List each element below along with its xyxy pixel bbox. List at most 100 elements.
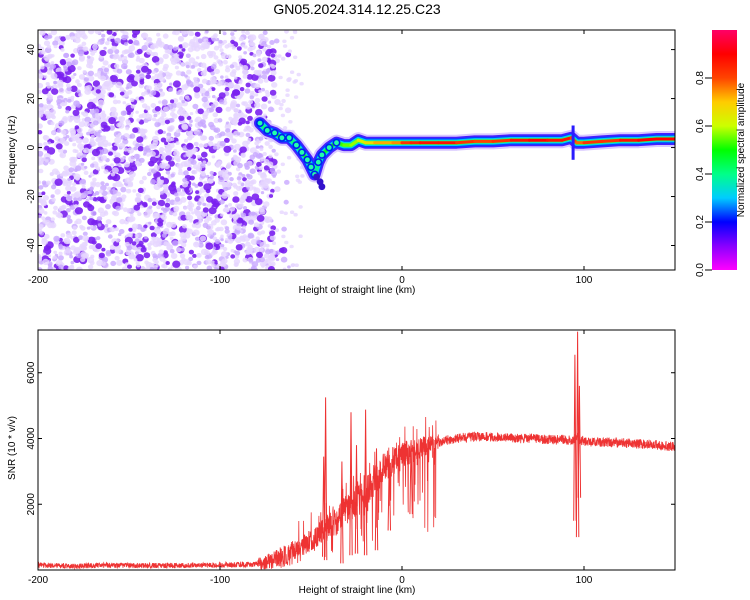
noise-speckle [250, 66, 255, 71]
noise-speckle [192, 41, 200, 48]
noise-speckle [214, 239, 221, 245]
noise-speckle [292, 80, 297, 84]
noise-speckle [233, 84, 241, 91]
noise-speckle [83, 170, 89, 175]
noise-speckle [157, 199, 166, 207]
noise-speckle [136, 118, 141, 122]
noise-speckle [188, 57, 196, 64]
noise-speckle [220, 251, 228, 258]
noise-speckle [127, 264, 132, 269]
noise-speckle [185, 53, 191, 59]
noise-speckle [181, 242, 187, 248]
noise-speckle [111, 45, 117, 51]
noise-speckle [280, 256, 288, 263]
noise-speckle [44, 47, 52, 54]
noise-speckle [169, 236, 174, 241]
noise-speckle [45, 82, 50, 86]
noise-speckle [287, 49, 293, 53]
noise-speckle [108, 117, 116, 125]
noise-speckle [103, 46, 107, 50]
noise-speckle [227, 123, 232, 127]
noise-speckle [245, 132, 251, 138]
noise-speckle [66, 181, 72, 187]
noise-speckle [170, 137, 175, 141]
noise-speckle [194, 236, 200, 241]
noise-speckle [223, 145, 232, 153]
noise-speckle [227, 81, 235, 88]
noise-speckle [191, 169, 198, 175]
noise-speckle [98, 252, 105, 259]
noise-speckle [179, 96, 184, 101]
noise-speckle [158, 100, 162, 104]
colorbar-gradient [712, 30, 737, 270]
noise-speckle [224, 67, 231, 73]
noise-speckle [261, 96, 268, 102]
noise-speckle [157, 82, 163, 88]
noise-speckle [122, 101, 127, 105]
noise-speckle [88, 190, 93, 195]
noise-speckle [176, 90, 181, 95]
noise-speckle [67, 266, 72, 270]
noise-speckle [107, 48, 114, 55]
noise-speckle [126, 75, 135, 83]
noise-speckle [188, 249, 194, 255]
noise-speckle [120, 110, 127, 116]
noise-speckle [181, 99, 186, 104]
noise-speckle [220, 219, 228, 226]
noise-speckle [150, 232, 157, 238]
noise-speckle [243, 51, 248, 55]
noise-speckle [66, 190, 71, 195]
noise-speckle [163, 241, 169, 247]
chart-title: GN05.2024.314.12.25.C23 [273, 1, 441, 17]
noise-speckle [125, 188, 132, 194]
noise-speckle [244, 88, 251, 94]
noise-speckle [114, 37, 121, 44]
noise-speckle [211, 87, 216, 92]
noise-speckle [133, 204, 141, 211]
noise-speckle [80, 253, 88, 259]
noise-speckle [183, 154, 187, 158]
noise-speckle [156, 205, 162, 210]
noise-speckle [271, 181, 276, 185]
noise-speckle [63, 237, 71, 245]
colorbar-tick-label: 0.2 [695, 215, 706, 229]
noise-speckle [78, 30, 86, 35]
noise-speckle [125, 120, 132, 126]
noise-speckle [144, 42, 149, 46]
noise-speckle [250, 211, 256, 216]
noise-speckle [94, 73, 99, 77]
noise-speckle [89, 260, 95, 266]
noise-speckle [280, 162, 285, 167]
noise-speckle [58, 245, 63, 250]
noise-speckle [75, 137, 83, 144]
noise-speckle [263, 201, 270, 207]
noise-speckle [152, 241, 160, 248]
noise-speckle [201, 151, 208, 158]
noise-speckle [135, 143, 140, 148]
noise-speckle [128, 155, 136, 162]
noise-speckle [128, 45, 136, 52]
noise-speckle [162, 53, 169, 60]
noise-speckle [203, 125, 207, 129]
noise-speckle [96, 41, 101, 45]
noise-speckle [135, 69, 141, 74]
noise-speckle [95, 243, 102, 250]
ridge-blob [279, 135, 285, 141]
noise-speckle [276, 169, 282, 174]
noise-speckle [210, 63, 217, 70]
noise-speckle [105, 41, 110, 46]
noise-speckle [264, 178, 269, 182]
noise-speckle [174, 192, 179, 197]
noise-speckle [242, 257, 248, 263]
noise-speckle [157, 129, 164, 135]
noise-speckle [278, 247, 285, 253]
noise-speckle [155, 263, 159, 268]
noise-speckle [272, 174, 277, 178]
noise-speckle [183, 170, 189, 176]
noise-speckle [161, 112, 167, 118]
noise-speckle [178, 115, 185, 121]
noise-speckle [279, 102, 284, 107]
noise-speckle [99, 136, 106, 143]
noise-speckle [86, 55, 91, 59]
noise-speckle [263, 159, 270, 165]
